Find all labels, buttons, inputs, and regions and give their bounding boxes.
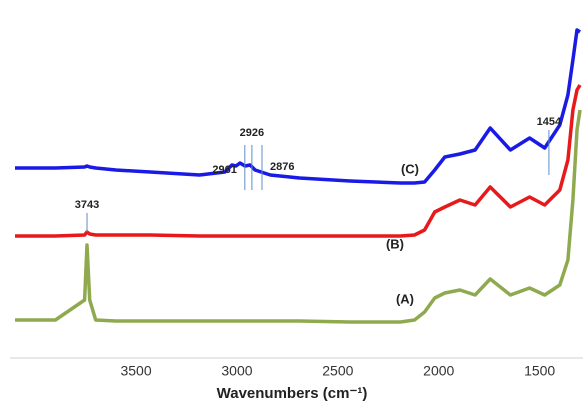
series-label: (B) [386, 236, 404, 251]
annotation-label: 3743 [75, 199, 99, 211]
x-tick-label: 3500 [120, 363, 151, 379]
annotation-label: 2876 [270, 161, 294, 173]
annotation-label: 2926 [240, 127, 264, 139]
series-line [15, 28, 581, 185]
x-tick-label: 3000 [221, 363, 252, 379]
series-line [15, 84, 582, 238]
x-axis-title: Wavenumbers (cm⁻¹) [217, 385, 368, 402]
series-label: (C) [401, 161, 419, 176]
series-label: (A) [396, 291, 414, 306]
annotation-label: 1454 [537, 116, 562, 128]
x-tick-label: 1500 [524, 363, 555, 379]
x-tick-label: 2000 [423, 363, 454, 379]
series-line [15, 109, 582, 324]
x-tick-label: 2500 [322, 363, 353, 379]
annotation-label: 2961 [212, 164, 236, 176]
